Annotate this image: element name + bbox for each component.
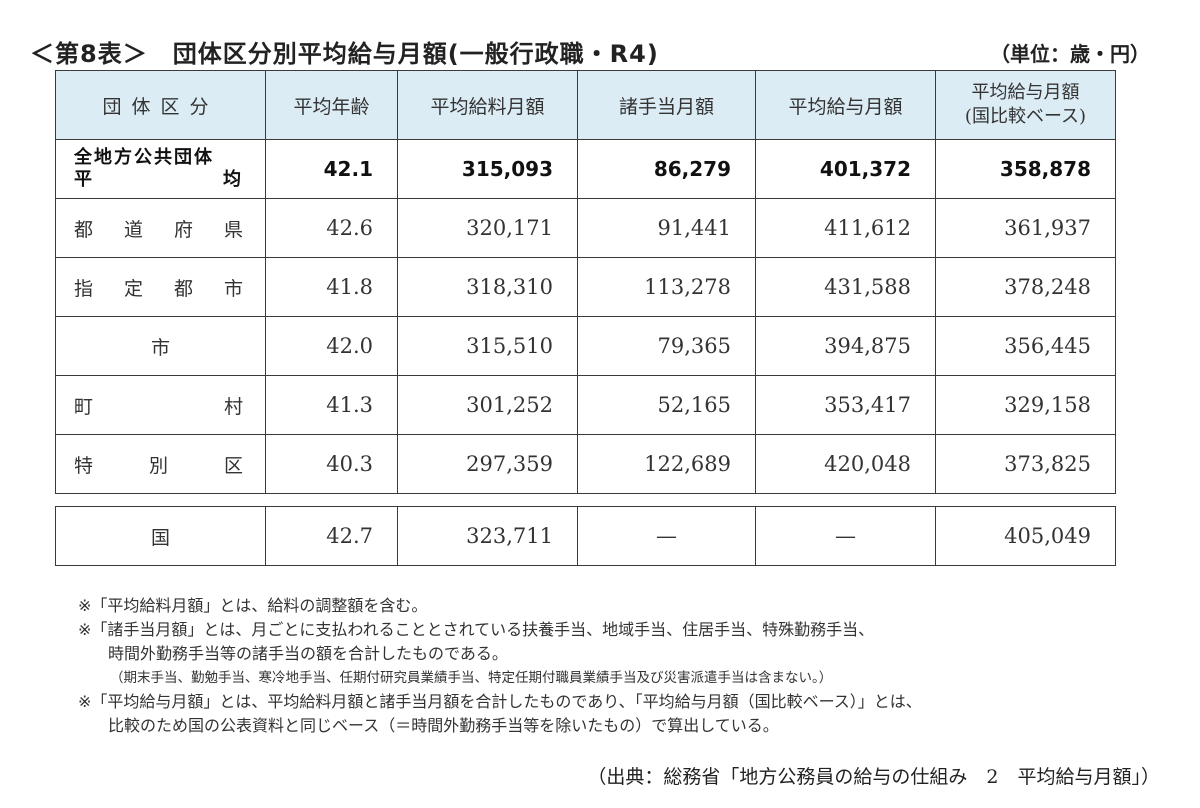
table-row: 指定都市 41.8 318,310 113,278 431,588 378,24… <box>55 257 1116 317</box>
cell-age: 42.1 <box>265 139 398 199</box>
cell-age: 40.3 <box>265 434 398 494</box>
header-national-basis: 平均給与月額 (国比較ベース) <box>935 70 1116 140</box>
cell-national-basis: 361,937 <box>935 198 1116 258</box>
row-label-total-line2: 平 均 <box>74 169 243 191</box>
cell-allowances: 86,279 <box>577 139 756 199</box>
cell-base-pay: 315,510 <box>397 316 578 376</box>
row-label: 町村 <box>55 375 266 435</box>
table-row-total: 全地方公共団体 平 均 42.1 315,093 86,279 401,372 … <box>55 139 1116 199</box>
cell-total-pay: — <box>755 506 936 566</box>
cell-age: 41.3 <box>265 375 398 435</box>
table-row: 都道府県 42.6 320,171 91,441 411,612 361,937 <box>55 198 1116 258</box>
unit-label: （単位：歳・円） <box>990 42 1150 66</box>
table-row-national: 国 42.7 323,711 — — 405,049 <box>55 506 1116 566</box>
footnote-parenthetical: （期末手当、勤勉手当、寒冷地手当、任期付研究員業績手当、特定任期付職員業績手当及… <box>110 670 833 686</box>
row-label-national: 国 <box>55 506 266 566</box>
row-label: 市 <box>55 316 266 376</box>
footnote: ※「平均給料月額」とは、給料の調整額を含む。 <box>78 596 428 615</box>
header-total-pay: 平均給与月額 <box>755 70 936 140</box>
header-age: 平均年齢 <box>265 70 398 140</box>
table-row: 市 42.0 315,510 79,365 394,875 356,445 <box>55 316 1116 376</box>
header-national-basis-line1: 平均給与月額 <box>971 82 1080 103</box>
cell-allowances: 52,165 <box>577 375 756 435</box>
cell-base-pay: 323,711 <box>397 506 578 566</box>
cell-national-basis: 378,248 <box>935 257 1116 317</box>
cell-base-pay: 318,310 <box>397 257 578 317</box>
footnote-continuation: 比較のため国の公表資料と同じベース（＝時間外勤務手当等を除いたもの）で算出してい… <box>108 716 779 735</box>
row-label-total-line1: 全地方公共団体 <box>74 147 214 168</box>
cell-age: 41.8 <box>265 257 398 317</box>
cell-allowances: 122,689 <box>577 434 756 494</box>
cell-national-basis: 405,049 <box>935 506 1116 566</box>
row-label: 都道府県 <box>55 198 266 258</box>
cell-base-pay: 297,359 <box>397 434 578 494</box>
header-base-pay: 平均給料月額 <box>397 70 578 140</box>
cell-allowances: 79,365 <box>577 316 756 376</box>
footnotes: ※「平均給料月額」とは、給料の調整額を含む。 ※「諸手当月額」とは、月ごとに支払… <box>78 594 1158 738</box>
cell-base-pay: 301,252 <box>397 375 578 435</box>
cell-age: 42.7 <box>265 506 398 566</box>
cell-national-basis: 329,158 <box>935 375 1116 435</box>
cell-total-pay: 411,612 <box>755 198 936 258</box>
cell-base-pay: 315,093 <box>397 139 578 199</box>
cell-allowances: — <box>577 506 756 566</box>
cell-total-pay: 420,048 <box>755 434 936 494</box>
footnote: ※「諸手当月額」とは、月ごとに支払われることとされている扶養手当、地域手当、住居… <box>78 620 875 639</box>
salary-table: 団体区分 平均年齢 平均給料月額 諸手当月額 平均給与月額 平均給与月額 (国比… <box>55 70 1116 566</box>
row-label: 特別区 <box>55 434 266 494</box>
cell-age: 42.6 <box>265 198 398 258</box>
header-national-basis-line2: (国比較ベース) <box>964 106 1087 127</box>
row-label-total-line2-right: 均 <box>223 169 243 190</box>
source-citation: （出典：総務省「地方公務員の給与の仕組み 2 平均給与月額」） <box>587 766 1160 788</box>
footnote-continuation: 時間外勤務手当等の諸手当の額を合計したものである。 <box>108 644 508 663</box>
table-title-bar: ＜第8表＞ 団体区分別平均給与月額(一般行政職・R4) （単位：歳・円） <box>30 30 1180 74</box>
table-row-gap <box>55 493 1116 507</box>
row-label-total-line2-left: 平 <box>74 169 94 190</box>
cell-national-basis: 356,445 <box>935 316 1116 376</box>
cell-allowances: 113,278 <box>577 257 756 317</box>
table-row: 特別区 40.3 297,359 122,689 420,048 373,825 <box>55 434 1116 494</box>
cell-total-pay: 401,372 <box>755 139 936 199</box>
gap-cell <box>55 493 1116 507</box>
header-allowances: 諸手当月額 <box>577 70 756 140</box>
row-label-total: 全地方公共団体 平 均 <box>55 139 266 199</box>
header-group: 団体区分 <box>55 70 266 140</box>
cell-base-pay: 320,171 <box>397 198 578 258</box>
footnote: ※「平均給与月額」とは、平均給料月額と諸手当月額を合計したものであり、「平均給与… <box>78 692 922 711</box>
cell-national-basis: 373,825 <box>935 434 1116 494</box>
cell-total-pay: 353,417 <box>755 375 936 435</box>
cell-age: 42.0 <box>265 316 398 376</box>
cell-national-basis: 358,878 <box>935 139 1116 199</box>
table-row: 町村 41.3 301,252 52,165 353,417 329,158 <box>55 375 1116 435</box>
cell-total-pay: 394,875 <box>755 316 936 376</box>
cell-total-pay: 431,588 <box>755 257 936 317</box>
table-header-row: 団体区分 平均年齢 平均給料月額 諸手当月額 平均給与月額 平均給与月額 (国比… <box>55 70 1116 140</box>
row-label: 指定都市 <box>55 257 266 317</box>
cell-allowances: 91,441 <box>577 198 756 258</box>
table-title: ＜第8表＞ 団体区分別平均給与月額(一般行政職・R4) <box>30 40 659 68</box>
